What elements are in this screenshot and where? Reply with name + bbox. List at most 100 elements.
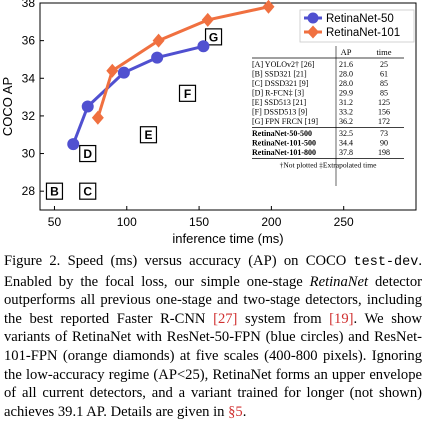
point-label-box <box>204 28 223 46</box>
table-cell-ap: 29.9 <box>339 89 353 98</box>
y-axis: 28 30 32 34 36 38 <box>22 0 44 198</box>
legend-label: RetinaNet-101 <box>326 27 400 39</box>
y-tick-label: 28 <box>22 184 36 198</box>
legend-entry-retinanet-101: RetinaNet-101 <box>304 25 400 39</box>
legend: RetinaNet-50 RetinaNet-101 <box>299 9 415 43</box>
point-label-text: G <box>209 30 218 44</box>
data-point <box>67 138 80 151</box>
y-tick-label: 38 <box>22 0 36 10</box>
x-axis-title: inference time (ms) <box>172 231 283 246</box>
x-tick-label: 100 <box>117 215 137 229</box>
table-row: [C] DSSD321 [9] 28.0 85 <box>252 79 388 88</box>
point-label-text: E <box>144 128 152 142</box>
table-cell-time: 172 <box>378 117 390 126</box>
point-label-f: F <box>178 84 197 102</box>
table-cell-time: 156 <box>378 108 390 117</box>
point-label-box <box>139 126 158 144</box>
data-point <box>81 100 94 113</box>
legend-marker <box>307 25 319 39</box>
table-cell-method: [C] DSSD321 [9] <box>252 79 309 88</box>
caption-part-4: . We show variants of RetinaNet with Res… <box>4 310 423 420</box>
data-point <box>106 63 119 78</box>
table-cell-method: RetinaNet-50-500 <box>252 129 312 138</box>
table-header-ap: AP <box>341 47 352 57</box>
data-point <box>262 0 275 14</box>
table-cell-ap: 31.2 <box>339 98 353 107</box>
series-retinanet-50 <box>67 40 210 151</box>
caption-part-3: system from <box>237 310 330 327</box>
y-tick-label: 34 <box>22 71 36 85</box>
table-cell-ap: 32.5 <box>339 129 353 138</box>
table-cell-ap: 36.2 <box>339 117 353 126</box>
table-cell-time: 125 <box>378 98 390 107</box>
table-cell-ap: 21.6 <box>339 60 353 69</box>
table-cell-method: RetinaNet-101-500 <box>252 139 316 148</box>
table-header-time: time <box>376 47 391 57</box>
table-cell-ap: 37.8 <box>339 148 353 157</box>
legend-box <box>299 9 415 43</box>
caption-ref-19[interactable]: [19] <box>329 310 354 327</box>
x-tick-label: 150 <box>189 215 209 229</box>
speed-accuracy-chart: 50 100 150 200 250 28 30 32 34 36 38 inference ti… <box>0 0 417 246</box>
table-cell-method: [B] SSD321 [21] <box>252 70 307 79</box>
series-layer <box>67 0 275 151</box>
caption-part-2: detector outperforms all previous one-st… <box>4 273 422 327</box>
table-cell-time: 90 <box>380 139 388 148</box>
point-label-c: C <box>79 182 97 200</box>
table-cell-time: 25 <box>380 60 388 69</box>
y-tick-label: 36 <box>22 34 36 48</box>
results-table: AP time[A] YOLOv2† [26] 21.6 25[B] SSD321 [… <box>250 45 406 195</box>
caption-split: test-dev <box>353 255 419 270</box>
table-cell-method: [F] DSSD513 [9] <box>252 108 308 117</box>
x-axis: 50 100 150 200 250 <box>48 206 354 229</box>
table-cell-time: 85 <box>380 89 388 98</box>
data-point <box>151 51 164 64</box>
table-cell-ap: 28.0 <box>339 79 353 88</box>
plot-border <box>39 2 417 211</box>
table-row: RetinaNet-50-500 32.5 73 <box>252 129 388 138</box>
plot-frame <box>39 2 417 211</box>
x-tick-label: 250 <box>334 215 354 229</box>
data-point <box>117 66 130 79</box>
table-row: RetinaNet-101-500 34.4 90 <box>252 139 388 148</box>
data-point <box>197 40 210 53</box>
table-footnote: †Not plotted ‡Extrapolated time <box>280 161 378 170</box>
caption-ref-27[interactable]: [27] <box>213 310 238 327</box>
point-label-g: G <box>204 28 223 46</box>
caption-ref-section-5[interactable]: §5 <box>228 403 243 420</box>
x-tick-label: 50 <box>48 215 62 229</box>
point-label-box <box>45 182 64 200</box>
y-tick-label: 32 <box>22 109 36 123</box>
table-cell-method: [A] YOLOv2† [26] <box>252 60 315 69</box>
table-cell-time: 85 <box>380 79 388 88</box>
table-cell-ap: 28.0 <box>339 70 353 79</box>
point-label-box <box>79 144 97 163</box>
table-cell-time: 198 <box>378 148 390 157</box>
caption-retinanet: RetinaNet <box>309 273 369 290</box>
table-cell-method: [D] R-FCN‡ [3] <box>252 89 304 98</box>
series-retinanet-101 <box>91 0 275 125</box>
x-tick-label: 200 <box>261 215 281 229</box>
figure-caption: Figure 2. Speed (ms) versus accuracy (AP… <box>4 252 422 421</box>
table-cell-method: [G] FPN FRCN [19] <box>252 117 318 126</box>
table-cell-time: 61 <box>380 70 388 79</box>
legend-entry-retinanet-50: RetinaNet-50 <box>304 12 394 25</box>
table-row: [B] SSD321 [21] 28.0 61 <box>252 70 388 79</box>
table-cell-ap: 33.2 <box>339 108 353 117</box>
y-tick-label: 30 <box>22 147 36 161</box>
table-cell-method: [E] SSD513 [21] <box>252 98 307 107</box>
point-label-text: F <box>184 87 191 101</box>
table-row: RetinaNet-101-800 37.8 198 <box>252 148 390 157</box>
table-row: [E] SSD513 [21] 31.2 125 <box>252 98 390 107</box>
data-point <box>152 33 165 48</box>
point-label-box <box>79 182 97 200</box>
point-label-box <box>178 84 197 102</box>
table-row: [D] R-FCN‡ [3] 29.9 85 <box>252 89 388 98</box>
table-row: [A] YOLOv2† [26] 21.6 25 <box>252 60 388 69</box>
detector-point-labels: B C D E F G <box>45 28 223 200</box>
legend-marker <box>307 12 319 24</box>
data-point <box>201 12 214 27</box>
table-cell-method: RetinaNet-101-800 <box>252 148 316 157</box>
table-row: [F] DSSD513 [9] 33.2 156 <box>252 108 390 117</box>
point-label-text: D <box>83 147 92 161</box>
